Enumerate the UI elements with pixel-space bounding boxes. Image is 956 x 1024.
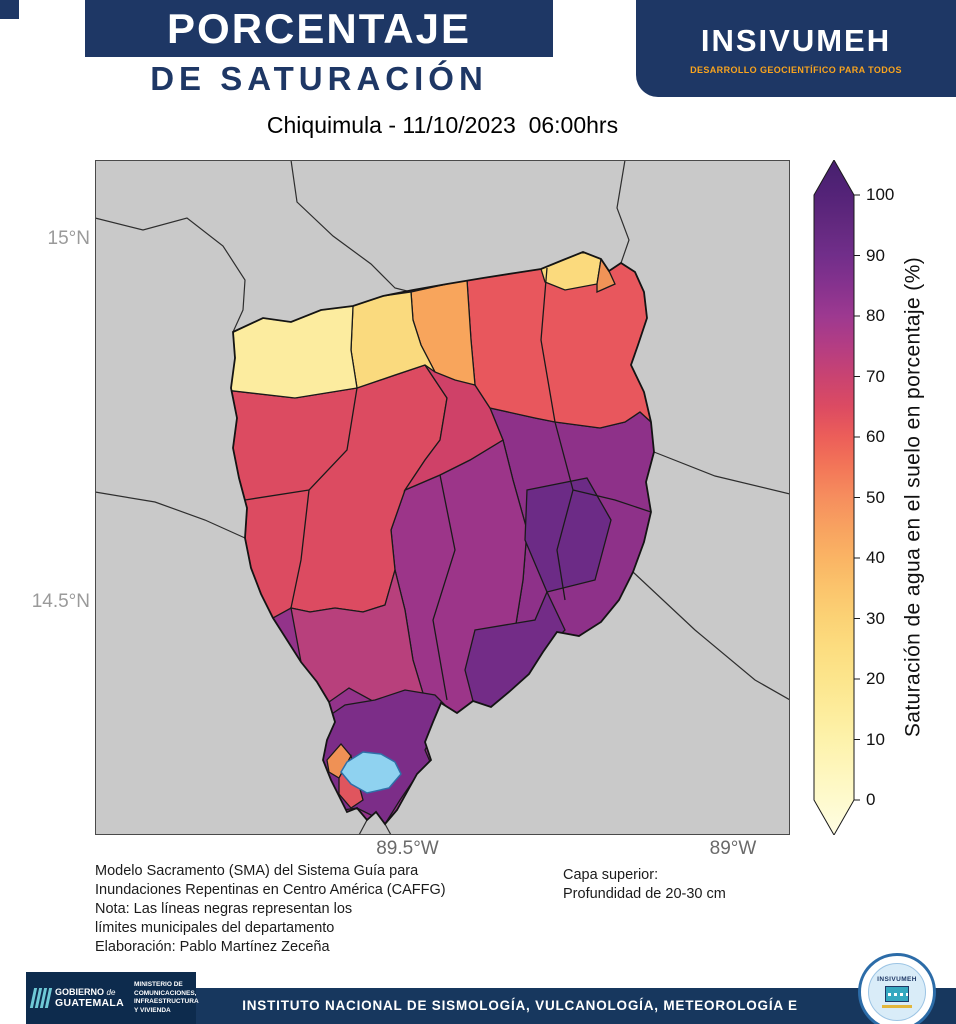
- header-title-band: PORCENTAJE: [85, 0, 553, 57]
- guatemala-gov-icon: [29, 988, 53, 1008]
- government-logo-block: GOBIERNO de GUATEMALA MINISTERIO DE COMU…: [26, 972, 199, 1024]
- map-title: Chiquimula - 11/10/2023 06:00hrs: [266, 112, 619, 138]
- layer-info-block: Capa superior: Profundidad de 20-30 cm: [563, 866, 726, 904]
- gov-text: GOBIERNO de GUATEMALA: [55, 987, 124, 1009]
- institute-name: INSTITUTO NACIONAL DE SISMOLOGÍA, VULCAN…: [242, 998, 798, 1013]
- colorbar-tick-label: 30: [866, 609, 885, 628]
- neighbor-boundary-lines: [94, 159, 791, 836]
- map-container: [94, 159, 791, 836]
- colorbar-tick-label: 60: [866, 427, 885, 446]
- lon-tick-89-5w: 89.5°W: [376, 838, 439, 859]
- page-title: PORCENTAJE: [167, 4, 471, 52]
- page-subtitle: DE SATURACIÓN: [150, 60, 488, 97]
- notes-block: Modelo Sacramento (SMA) del Sistema Guía…: [95, 862, 446, 957]
- note-model-line1: Modelo Sacramento (SMA) del Sistema Guía…: [95, 863, 419, 879]
- colorbar-tick-label: 50: [866, 488, 885, 507]
- colorbar-tick-label: 70: [866, 367, 885, 386]
- brand-tagline: DESARROLLO GEOCIENTÍFICO PARA TODOS: [690, 64, 902, 75]
- ministry-label: MINISTERIO DE COMUNICACIONES, INFRAESTRU…: [134, 981, 199, 1014]
- colorbar: [812, 158, 864, 837]
- note-author: Elaboración: Pablo Martínez Zeceña: [95, 939, 330, 955]
- seal-emblem-icon: [885, 986, 909, 1002]
- layer-title: Capa superior:: [563, 867, 659, 883]
- gov-de: de: [106, 988, 116, 997]
- gov-line1: GOBIERNO: [55, 987, 105, 997]
- lon-tick-89w: 89°W: [709, 838, 757, 859]
- colorbar-tick-label: 40: [866, 548, 885, 567]
- colorbar-tick-label: 80: [866, 306, 885, 325]
- colorbar-svg: [813, 158, 860, 837]
- colorbar-axis-label: Saturación de agua en el suelo en porcen…: [901, 256, 925, 738]
- corner-accent: [0, 0, 19, 19]
- note-model-line2: Inundaciones Repentinas en Centro Améric…: [95, 882, 446, 898]
- map-frame: [95, 160, 790, 835]
- colorbar-tick-label: 0: [866, 790, 876, 809]
- seal-base-bar: [882, 1005, 912, 1008]
- note-line1: Nota: Las líneas negras representan los: [95, 901, 353, 917]
- brand-name: INSIVUMEH: [700, 22, 892, 58]
- lat-tick-14-5n: 14.5°N: [31, 591, 90, 612]
- municipal-boundary-lines: [244, 267, 652, 701]
- seal-inner: INSIVUMEH: [868, 963, 926, 1021]
- seal-text: INSIVUMEH: [877, 976, 917, 983]
- layer-value: Profundidad de 20-30 cm: [563, 886, 726, 902]
- colorbar-gradient-bar: [813, 158, 855, 837]
- colorbar-tick-label: 20: [866, 669, 885, 688]
- brand-block: INSIVUMEH DESARROLLO GEOCIENTÍFICO PARA …: [636, 0, 956, 97]
- header-subtitle-band: DE SATURACIÓN: [85, 57, 553, 101]
- note-line2: límites municipales del departamento: [95, 920, 335, 936]
- colorbar-tick-label: 10: [866, 730, 885, 749]
- lat-tick-15n: 15°N: [47, 228, 90, 249]
- municipality-region: [524, 477, 612, 593]
- colorbar-tick-label: 100: [866, 185, 895, 204]
- saturation-map: [94, 159, 791, 836]
- colorbar-tick-label: 90: [866, 246, 885, 265]
- department-outline: [230, 251, 655, 826]
- insivumeh-seal: INSIVUMEH: [858, 953, 936, 1024]
- lake: [340, 751, 402, 794]
- colorbar-tick-marks: [854, 194, 860, 801]
- gov-line2: GUATEMALA: [55, 997, 124, 1009]
